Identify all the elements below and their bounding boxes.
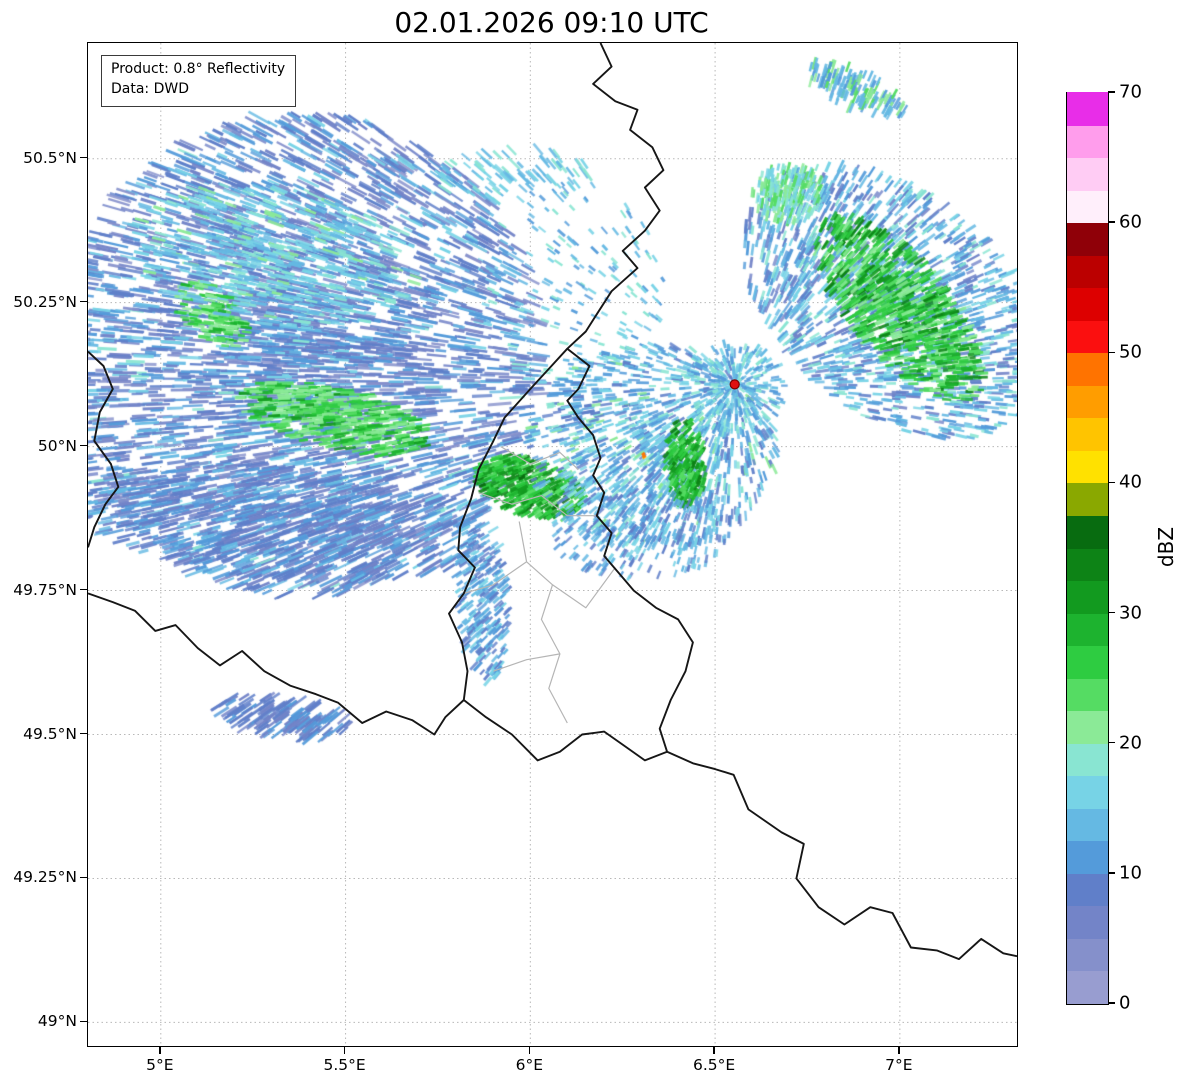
colorbar-segment <box>1067 938 1108 972</box>
y-tick-label: 49.75°N <box>13 580 77 599</box>
y-tick-mark <box>80 300 87 303</box>
colorbar-segment <box>1067 515 1108 549</box>
y-tick-label: 50.5°N <box>23 148 77 167</box>
colorbar-tick-label: 20 <box>1119 732 1142 754</box>
border-line <box>552 567 616 609</box>
y-tick-mark <box>80 156 87 159</box>
colorbar-segment <box>1067 190 1108 224</box>
colorbar-segment <box>1067 320 1108 354</box>
colorbar-tick-mark <box>1108 481 1115 484</box>
x-tick-label: 6°E <box>515 1056 544 1074</box>
colorbar-tick-mark <box>1108 741 1115 744</box>
colorbar-segment <box>1067 905 1108 939</box>
colorbar-segment <box>1067 92 1108 126</box>
y-tick-mark <box>80 732 87 735</box>
colorbar-segment <box>1067 222 1108 256</box>
x-tick-mark <box>159 1046 161 1054</box>
colorbar-segment <box>1067 612 1108 647</box>
colorbar-segment <box>1067 775 1108 809</box>
border-line <box>493 653 561 672</box>
colorbar-segment <box>1067 743 1108 777</box>
y-tick-label: 50°N <box>37 436 77 455</box>
colorbar-tick-mark <box>1108 351 1115 354</box>
y-tick-mark <box>80 444 87 447</box>
colorbar-segment <box>1067 645 1108 679</box>
colorbar-segment <box>1067 970 1108 1004</box>
x-tick-label: 7°E <box>885 1056 913 1074</box>
y-tick-mark <box>80 1020 87 1023</box>
x-tick-label: 6.5°E <box>692 1056 736 1074</box>
radar-site-marker <box>729 379 740 390</box>
x-tick-mark <box>713 1046 715 1054</box>
y-tick-mark <box>80 588 87 591</box>
figure-title: 02.01.2026 09:10 UTC <box>394 6 709 39</box>
y-tick-label: 49°N <box>37 1012 77 1031</box>
border-line <box>566 43 1017 961</box>
colorbar-segment <box>1067 580 1108 614</box>
y-tick-label: 49.5°N <box>23 724 77 743</box>
colorbar-tick-mark <box>1108 872 1115 874</box>
colorbar-tick-label: 50 <box>1119 341 1142 363</box>
y-tick-label: 50.25°N <box>13 292 77 311</box>
y-tick-mark <box>80 876 87 879</box>
map-plot-area: Product: 0.8° Reflectivity Data: DWD <box>87 42 1018 1047</box>
y-tick-label: 49.25°N <box>13 868 77 887</box>
border-line <box>88 350 120 548</box>
border-line <box>478 492 597 517</box>
border-line <box>463 561 527 594</box>
colorbar-tick-label: 30 <box>1119 602 1142 624</box>
border-line <box>88 592 465 736</box>
colorbar-tick-label: 70 <box>1119 81 1142 103</box>
colorbar-segment <box>1067 547 1108 582</box>
colorbar-tick-mark <box>1108 91 1115 93</box>
product-label: Product: 0.8° Reflectivity <box>111 61 286 77</box>
colorbar-tick-label: 10 <box>1119 862 1142 884</box>
radar-echo-layer <box>88 43 1017 1046</box>
colorbar-segment <box>1067 124 1108 159</box>
colorbar-segment <box>1067 157 1108 191</box>
colorbar-segment <box>1067 678 1108 712</box>
colorbar-segment <box>1067 482 1108 516</box>
colorbar-segment <box>1067 710 1108 744</box>
colorbar <box>1066 92 1109 1005</box>
border-line <box>448 348 668 762</box>
colorbar-segment <box>1067 450 1108 484</box>
colorbar-segment <box>1067 840 1108 874</box>
colorbar-segment <box>1067 352 1108 386</box>
colorbar-segment <box>1067 287 1108 321</box>
border-line <box>500 446 579 471</box>
colorbar-segment <box>1067 255 1108 289</box>
colorbar-tick-mark <box>1108 611 1115 614</box>
x-tick-mark <box>898 1046 900 1054</box>
country-borders-layer <box>88 43 1017 961</box>
colorbar-segment <box>1067 808 1108 842</box>
border-line <box>518 521 568 724</box>
colorbar-tick-mark <box>1108 221 1115 223</box>
colorbar-segment <box>1067 417 1108 451</box>
x-tick-label: 5.5°E <box>323 1056 366 1074</box>
colorbar-axis-label: dBZ <box>1154 526 1178 568</box>
colorbar-tick-label: 0 <box>1119 992 1131 1014</box>
colorbar-tick-label: 60 <box>1119 211 1142 233</box>
colorbar-segment <box>1067 873 1108 907</box>
colorbar-tick-label: 40 <box>1119 471 1142 493</box>
colorbar-tick-mark <box>1108 1002 1115 1004</box>
x-tick-mark <box>528 1046 531 1054</box>
product-info-box: Product: 0.8° Reflectivity Data: DWD <box>101 55 297 107</box>
colorbar-segment <box>1067 385 1108 419</box>
x-tick-mark <box>343 1046 346 1054</box>
x-tick-label: 5°E <box>146 1056 174 1074</box>
data-source-label: Data: DWD <box>111 80 189 97</box>
